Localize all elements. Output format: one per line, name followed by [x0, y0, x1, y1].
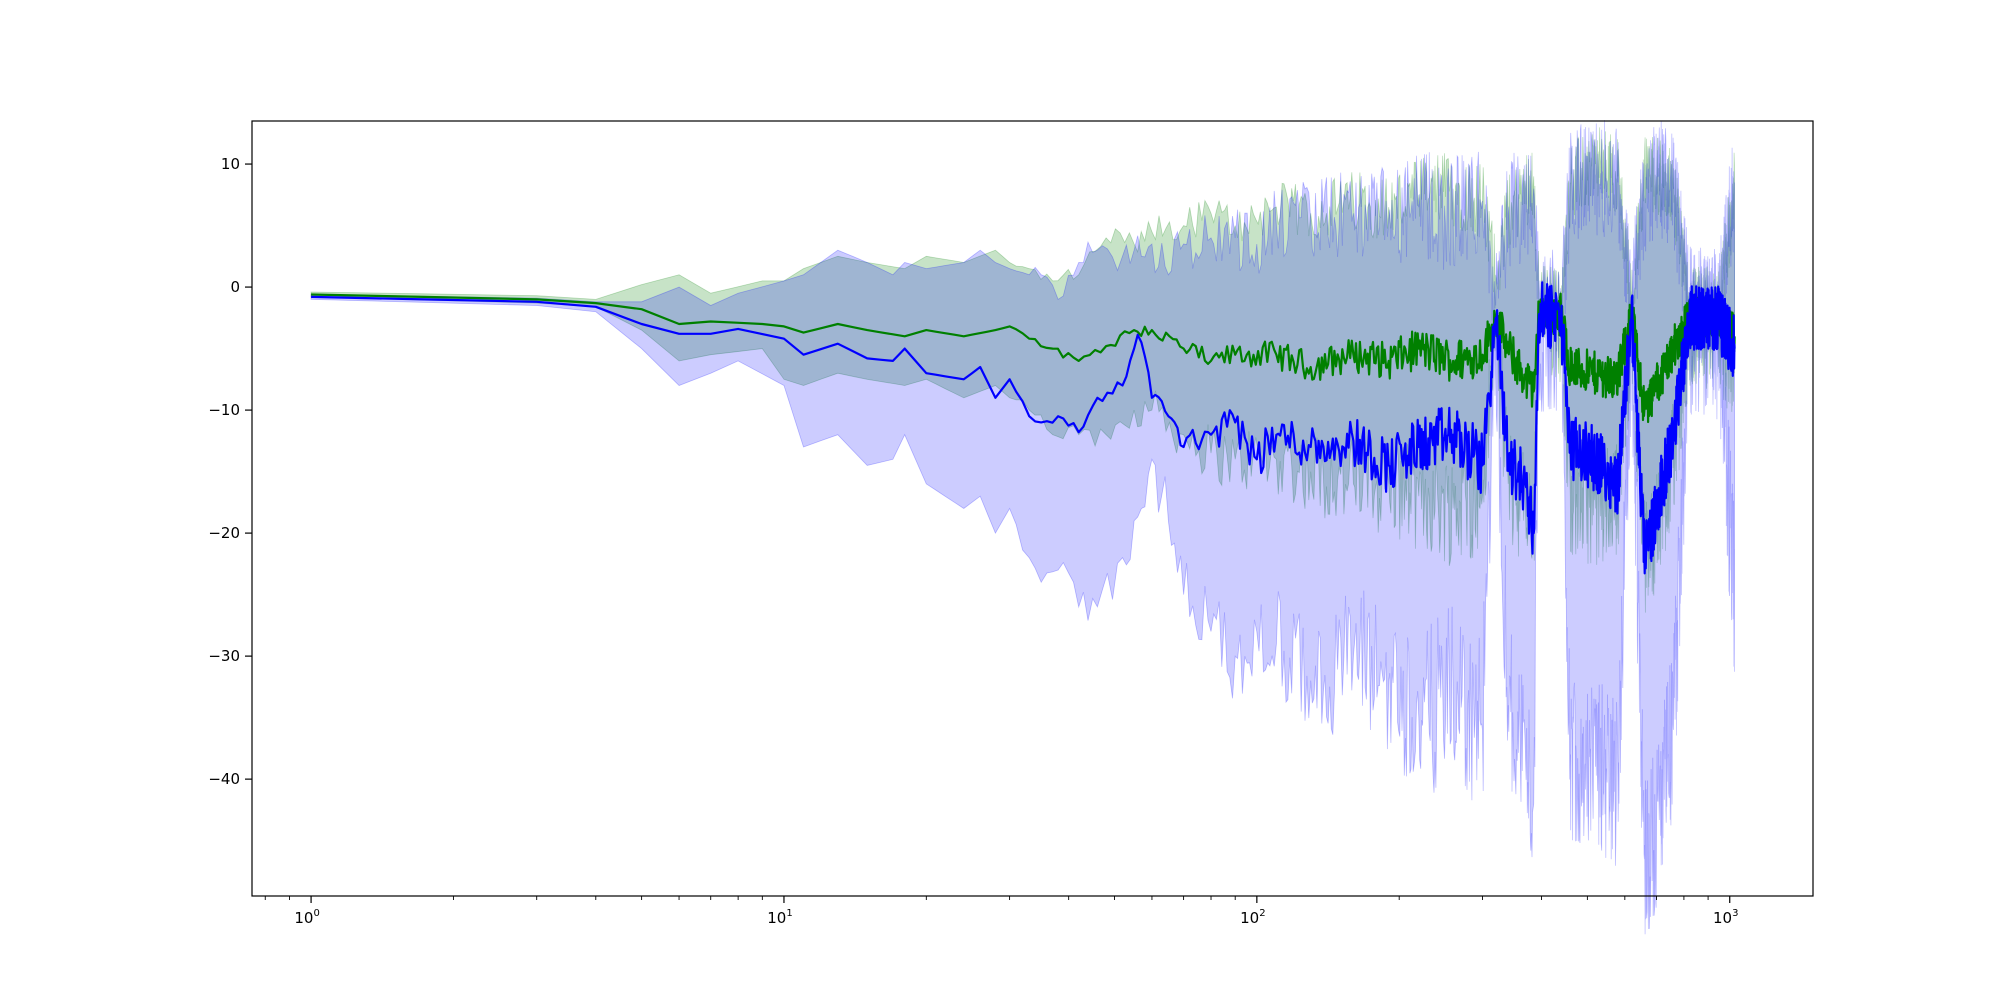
y-axis: 10 0 −10 −20 −30 −40	[208, 155, 252, 788]
plot-area-frame	[251, 120, 1814, 897]
x-tick-label: 100	[294, 908, 319, 927]
confidence-bands	[310, 120, 1735, 935]
y-tick-label: 10	[221, 155, 240, 173]
y-tick-label: −20	[208, 524, 240, 542]
x-tick-label: 103	[1713, 908, 1738, 927]
x-tick-label: 101	[767, 908, 792, 927]
plot-area-background	[252, 121, 1813, 896]
series-2-band	[310, 120, 1735, 935]
x-tick-label: 102	[1240, 908, 1265, 927]
y-tick-label: −30	[208, 647, 240, 665]
y-tick-label: −40	[208, 770, 240, 788]
y-tick-label: 0	[230, 278, 240, 296]
y-tick-label: −10	[208, 401, 240, 419]
series-2-line	[311, 281, 1736, 575]
x-axis: 100 101 102 103	[264, 896, 1738, 927]
series-lines	[311, 281, 1736, 575]
